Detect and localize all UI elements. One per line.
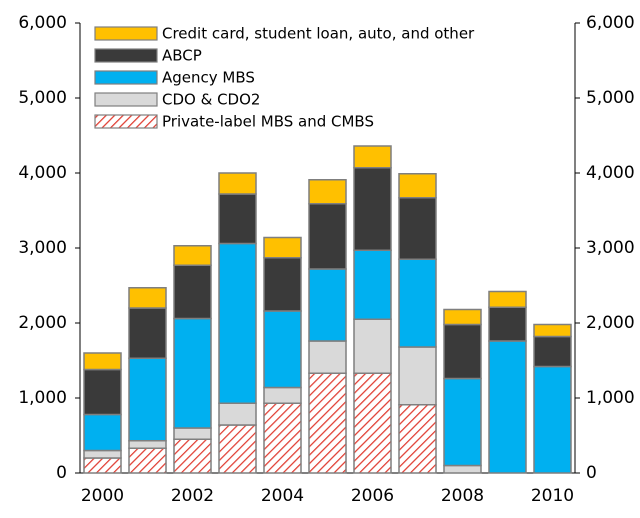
- legend-swatch: [94, 26, 158, 41]
- y-tick-label: 3,000: [18, 238, 67, 258]
- bar-segment: [398, 258, 437, 348]
- y2-tick-label: 1,000: [586, 388, 635, 408]
- bar-segment: [443, 464, 482, 474]
- x-tick-label: 2002: [171, 486, 214, 506]
- bar-segment: [128, 357, 167, 442]
- bar-segment: [443, 308, 482, 326]
- bar-segment: [218, 193, 257, 245]
- bar-segment: [308, 340, 347, 374]
- bar-segment: [173, 427, 212, 440]
- bar-segment: [533, 335, 572, 368]
- bar-segment: [173, 438, 212, 474]
- bar-segment: [218, 402, 257, 426]
- bar-segment: [173, 317, 212, 429]
- bar-segment: [398, 173, 437, 199]
- bar-segment: [128, 440, 167, 449]
- y2-tick-label: 3,000: [586, 238, 635, 258]
- legend-swatch: [94, 92, 158, 107]
- legend-swatch: [94, 70, 158, 85]
- bar-segment: [83, 449, 122, 459]
- bar-segment: [443, 323, 482, 380]
- bar-segment: [173, 264, 212, 320]
- bar-segment: [353, 318, 392, 374]
- bar-segment: [128, 287, 167, 309]
- legend-label: Agency MBS: [162, 69, 255, 87]
- bar-segment: [83, 413, 122, 452]
- bar-segment: [308, 268, 347, 342]
- bar-segment: [533, 365, 572, 474]
- bar-segment: [398, 346, 437, 406]
- legend-label: Credit card, student loan, auto, and oth…: [162, 25, 475, 43]
- y2-tick-label: 6,000: [586, 13, 635, 33]
- y-tick-label: 1,000: [18, 388, 67, 408]
- y2-tick-label: 4,000: [586, 163, 635, 183]
- x-tick-label: 2006: [351, 486, 394, 506]
- bar-segment: [128, 307, 167, 359]
- legend-swatch: [94, 48, 158, 63]
- bar-segment: [353, 249, 392, 320]
- bar-segment: [263, 386, 302, 404]
- y-tick-label: 2,000: [18, 313, 67, 333]
- y-tick-label: 5,000: [18, 88, 67, 108]
- y-tick-label: 4,000: [18, 163, 67, 183]
- bar-segment: [488, 340, 527, 474]
- bar-segment: [218, 172, 257, 195]
- legend-label: ABCP: [162, 47, 202, 65]
- bar-segment: [398, 404, 437, 474]
- bar-segment: [263, 402, 302, 474]
- bar-segment: [83, 368, 122, 416]
- bar-segment: [173, 245, 212, 266]
- legend-label: CDO & CDO2: [162, 91, 260, 109]
- bar-segment: [533, 323, 572, 338]
- x-tick-label: 2000: [81, 486, 124, 506]
- bar-segment: [443, 377, 482, 467]
- legend-swatch: [94, 114, 158, 129]
- bar-segment: [353, 167, 392, 251]
- bar-segment: [263, 310, 302, 389]
- bar-segment: [308, 372, 347, 474]
- bar-segment: [128, 447, 167, 474]
- bar-segment: [218, 424, 257, 474]
- bar-segment: [308, 179, 347, 205]
- bar-segment: [263, 257, 302, 312]
- bar-segment: [83, 457, 122, 474]
- y2-tick-label: 2,000: [586, 313, 635, 333]
- y-tick-label: 0: [56, 463, 67, 483]
- bar-segment: [263, 236, 302, 259]
- legend-label: Private-label MBS and CMBS: [162, 113, 374, 131]
- bar-segment: [488, 306, 527, 342]
- y2-tick-label: 5,000: [586, 88, 635, 108]
- bar-segment: [353, 372, 392, 474]
- x-tick-label: 2010: [531, 486, 574, 506]
- bar-segment: [353, 145, 392, 169]
- bar-segment: [218, 242, 257, 404]
- bar-segment: [398, 197, 437, 260]
- x-tick-label: 2004: [261, 486, 304, 506]
- bar-segment: [308, 203, 347, 270]
- y-tick-label: 6,000: [18, 13, 67, 33]
- bar-segment: [83, 352, 122, 371]
- x-tick-label: 2008: [441, 486, 484, 506]
- y2-tick-label: 0: [586, 463, 597, 483]
- bar-segment: [488, 290, 527, 308]
